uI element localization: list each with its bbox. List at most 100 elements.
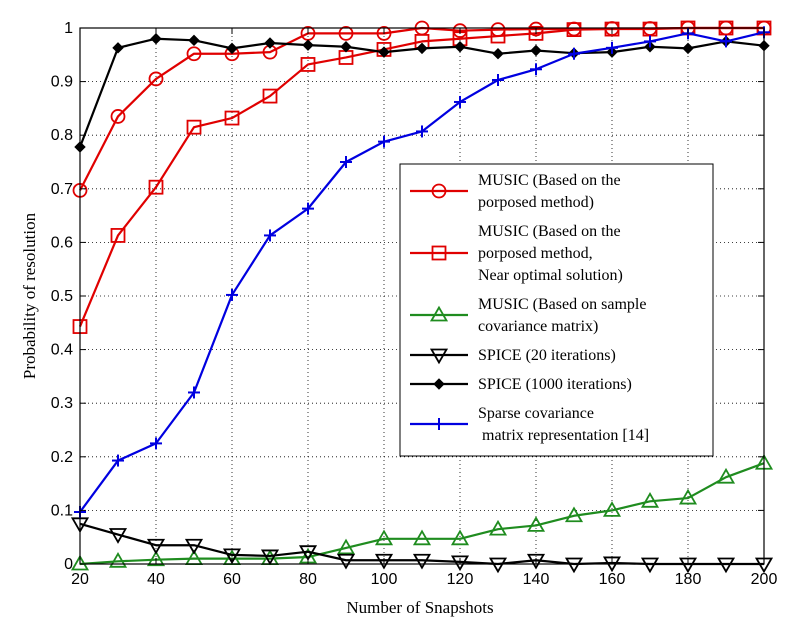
data-point (378, 46, 390, 58)
data-point (433, 418, 445, 430)
legend-label: SPICE (20 iterations) (478, 347, 616, 364)
data-point (260, 549, 280, 566)
legend-label: porposed method, (478, 245, 593, 262)
data-point (716, 557, 736, 574)
data-point (262, 88, 278, 104)
data-point (606, 41, 618, 54)
data-point (644, 35, 656, 48)
data-point (188, 386, 200, 399)
series-line (79, 462, 765, 566)
data-point (416, 125, 428, 138)
data-point (150, 437, 162, 450)
data-point (226, 288, 238, 301)
legend-entry-music-sample-cov: MUSIC (Based on sample covariance matrix) (410, 296, 646, 335)
data-point (338, 25, 354, 41)
legend-label: porposed method) (478, 194, 594, 211)
series-line (78, 26, 764, 327)
data-point (112, 42, 124, 54)
y-tick-label: 0.3 (51, 395, 73, 412)
data-point (640, 557, 660, 574)
data-point (110, 228, 126, 243)
data-point (450, 555, 470, 572)
data-point (188, 34, 200, 47)
legend-label: Near optimal solution) (478, 267, 623, 284)
y-tick-label: 0 (64, 556, 73, 573)
data-point (336, 553, 356, 570)
x-tick-label: 60 (223, 571, 241, 588)
legend-entry-music-proposed: MUSIC (Based on the porposed method) (410, 172, 621, 211)
data-point (416, 42, 428, 55)
legend-label: SPICE (1000 iterations) (478, 376, 632, 393)
data-point (340, 41, 352, 53)
data-point (374, 553, 394, 570)
data-point (376, 25, 392, 41)
axes: 20 40 60 80 100 120 140 160 180 200 0 0.1 0.2 0.3 0.4 0… (51, 20, 778, 588)
data-point (298, 545, 318, 561)
legend-label: MUSIC (Based on the (478, 223, 621, 240)
data-point (678, 488, 698, 505)
data-point (526, 553, 546, 570)
x-tick-label: 200 (751, 571, 778, 588)
data-point (433, 378, 445, 390)
x-tick-label: 120 (447, 571, 474, 588)
data-point (148, 179, 164, 195)
legend-entry-sparse-cov: Sparse covariance matrix representation … (410, 405, 649, 444)
data-point (492, 48, 504, 60)
data-point (566, 22, 582, 38)
data-point (431, 183, 447, 199)
x-tick-label: 20 (71, 571, 89, 588)
data-point (302, 39, 314, 51)
data-point (528, 25, 544, 41)
data-point (682, 42, 694, 55)
data-point (412, 553, 432, 570)
data-point (300, 57, 316, 72)
legend-label: MUSIC (Based on the (478, 172, 621, 189)
data-point (148, 71, 164, 87)
y-tick-label: 0.6 (51, 234, 73, 251)
data-point (264, 229, 276, 242)
x-tick-label: 160 (599, 571, 626, 588)
legend-label: Sparse covariance (478, 405, 594, 422)
y-axis-label: Probability of resolution (20, 212, 39, 379)
x-tick-label: 40 (147, 571, 165, 588)
y-tick-label: 0.8 (51, 127, 73, 144)
data-point (530, 44, 542, 57)
data-point (431, 245, 447, 261)
y-tick-label: 1 (64, 20, 73, 37)
data-point (604, 21, 620, 37)
data-point (454, 41, 466, 53)
y-tick-label: 0.2 (51, 449, 73, 466)
data-point (186, 119, 202, 135)
x-tick-label: 80 (299, 571, 317, 588)
data-point (374, 529, 394, 546)
data-point (564, 506, 584, 523)
data-point (340, 156, 352, 168)
data-point (716, 467, 736, 484)
data-point (429, 348, 449, 365)
data-point (488, 557, 508, 574)
data-point (378, 135, 390, 148)
data-point (488, 519, 508, 536)
data-point (70, 554, 90, 571)
data-point (226, 42, 238, 55)
data-point (264, 37, 276, 49)
legend-entry-spice-1000: SPICE (1000 iterations) (410, 376, 632, 393)
x-axis-label: Number of Snapshots (346, 598, 493, 617)
data-point (336, 538, 356, 555)
legend-box (399, 163, 714, 457)
data-point (640, 491, 660, 508)
series-group (70, 20, 774, 574)
x-tick-label: 140 (523, 571, 550, 588)
data-point (720, 35, 732, 48)
y-tick-label: 0.1 (51, 502, 73, 519)
series-music-sample-cov (70, 453, 774, 571)
data-point (429, 305, 449, 322)
data-point (568, 47, 580, 60)
y-tick-label: 0.7 (51, 181, 73, 198)
legend-label: matrix representation [14] (478, 427, 649, 444)
data-point (526, 516, 546, 532)
data-point (184, 538, 204, 555)
data-point (110, 109, 126, 124)
